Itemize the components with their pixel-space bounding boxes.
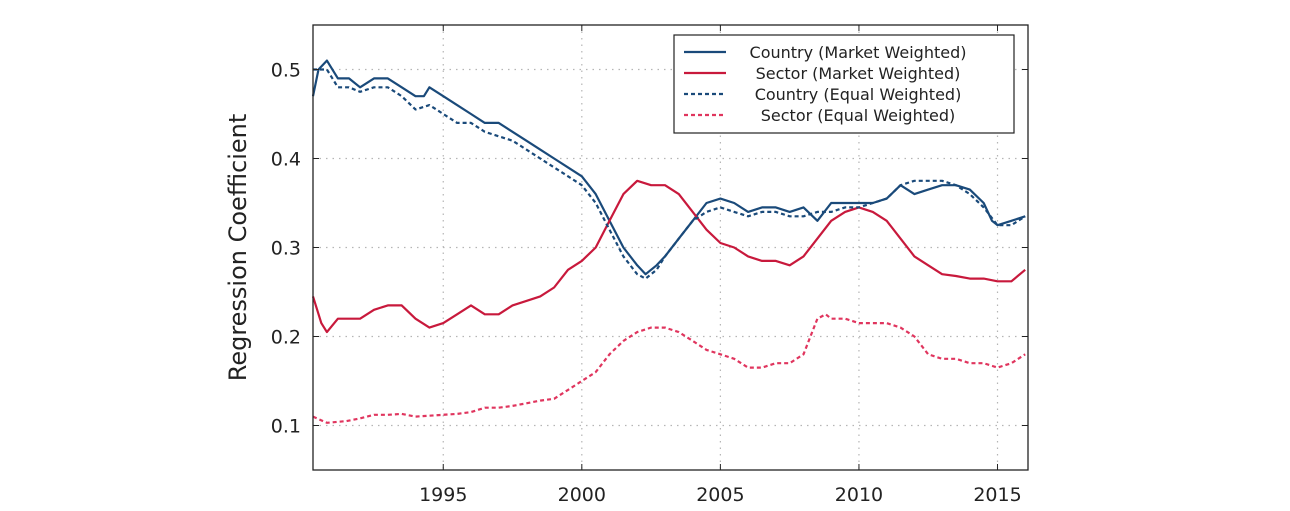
series-line bbox=[311, 179, 1026, 334]
legend-label: Sector (Market Weighted) bbox=[756, 64, 961, 83]
series-line bbox=[313, 68, 1026, 280]
legend-label: Country (Equal Weighted) bbox=[755, 85, 962, 104]
y-axis: 0.1 0.2 0.3 0.4 0.5 bbox=[271, 60, 1028, 438]
x-tick-label: 2005 bbox=[696, 484, 744, 506]
x-axis: 1995 2000 2005 2010 2015 bbox=[419, 25, 1022, 506]
y-tick-label: 0.4 bbox=[271, 149, 301, 171]
series-line bbox=[311, 59, 1026, 276]
x-tick-label: 2000 bbox=[558, 484, 606, 506]
y-tick-label: 0.1 bbox=[271, 416, 301, 438]
series-line bbox=[312, 313, 1026, 424]
y-tick-label: 0.2 bbox=[271, 327, 301, 349]
legend-label: Sector (Equal Weighted) bbox=[761, 106, 956, 125]
x-tick-label: 2015 bbox=[973, 484, 1021, 506]
y-tick-label: 0.3 bbox=[271, 238, 301, 260]
series-lines bbox=[311, 59, 1026, 424]
y-tick-label: 0.5 bbox=[271, 60, 301, 82]
x-tick-label: 2010 bbox=[835, 484, 883, 506]
grid bbox=[313, 25, 1028, 470]
x-tick-label: 1995 bbox=[419, 484, 467, 506]
legend: Country (Market Weighted) Sector (Market … bbox=[673, 34, 1015, 134]
legend-box bbox=[673, 34, 1015, 134]
y-axis-label: Regression Coefficient bbox=[224, 114, 252, 382]
legend-label: Country (Market Weighted) bbox=[750, 43, 967, 62]
